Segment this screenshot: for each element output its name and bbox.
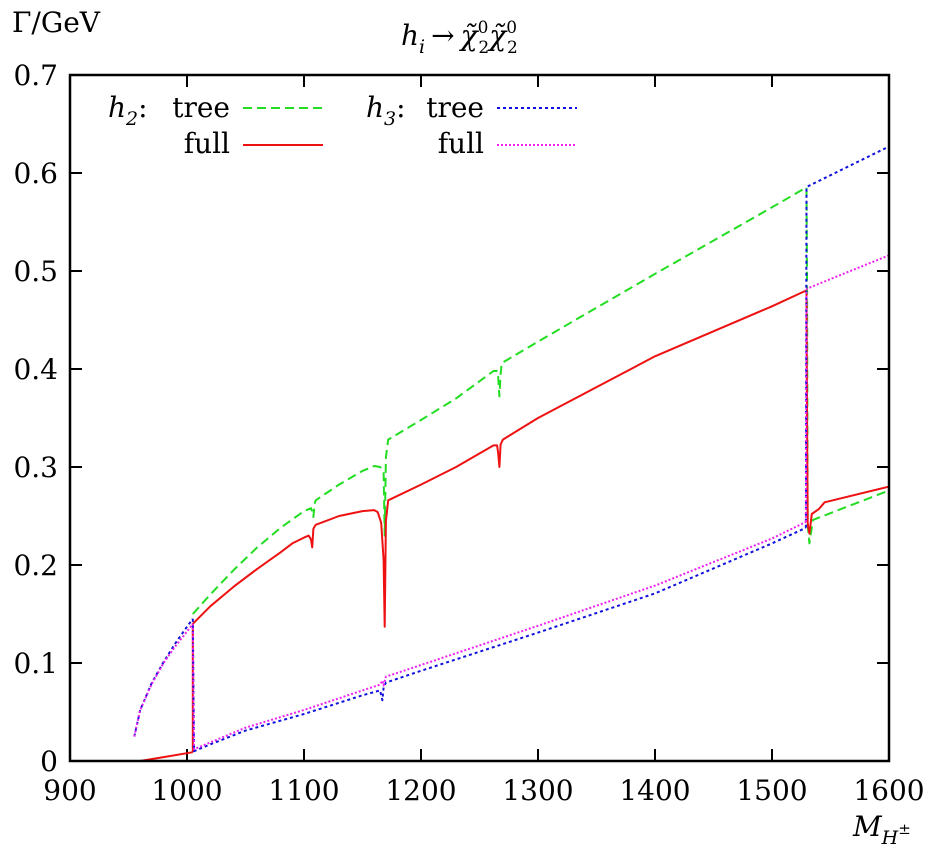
x-tick-label: 900 (43, 774, 96, 807)
y-tick-label: 0.4 (13, 353, 58, 386)
x-tick-label: 1600 (853, 774, 924, 807)
y-tick-label: 0.6 (13, 157, 58, 190)
y-tick-label: 0.3 (13, 451, 58, 484)
x-tick-label: 1100 (268, 774, 339, 807)
legend-label-h3-tree: tree (426, 91, 484, 124)
legend: h2: tree full h3: tree full (108, 91, 577, 160)
series-line-h3-tree (804, 145, 889, 528)
y-axis-label: Γ/GeV (12, 6, 101, 39)
y-tick-label: 0 (40, 745, 58, 778)
legend-label-h2-full: full (184, 127, 230, 160)
series-line-h3-full (191, 521, 807, 751)
series-line-h2-tree (192, 186, 807, 615)
x-tick-label: 1500 (736, 774, 807, 807)
series-line-h2-full (191, 289, 807, 753)
series-line-h2-full (805, 290, 889, 535)
y-tick-label: 0.2 (13, 549, 58, 582)
series-line-h3-tree (191, 526, 807, 753)
legend-group-h2: h2: (108, 91, 148, 130)
series-line-h3-full (133, 623, 194, 737)
legend-label-h2-tree: tree (172, 91, 230, 124)
plot-frame (68, 73, 891, 763)
chart-title: hi → χ̃0 2χ̃0 2 (401, 18, 518, 58)
series-line-h2-full (140, 751, 193, 761)
y-tick-label: 0.7 (13, 59, 58, 92)
series-line-h3-full (804, 254, 889, 522)
y-tick-label: 0.5 (13, 255, 58, 288)
x-tick-label: 1000 (151, 774, 222, 807)
legend-label-h3-full: full (438, 127, 484, 160)
legend-group-h3: h3: (366, 91, 406, 130)
x-tick-label: 1200 (385, 774, 456, 807)
x-tick-label: 1400 (619, 774, 690, 807)
x-axis-label: MH± (852, 810, 911, 846)
y-tick-label: 0.1 (13, 647, 58, 680)
x-tick-label: 1300 (502, 774, 573, 807)
